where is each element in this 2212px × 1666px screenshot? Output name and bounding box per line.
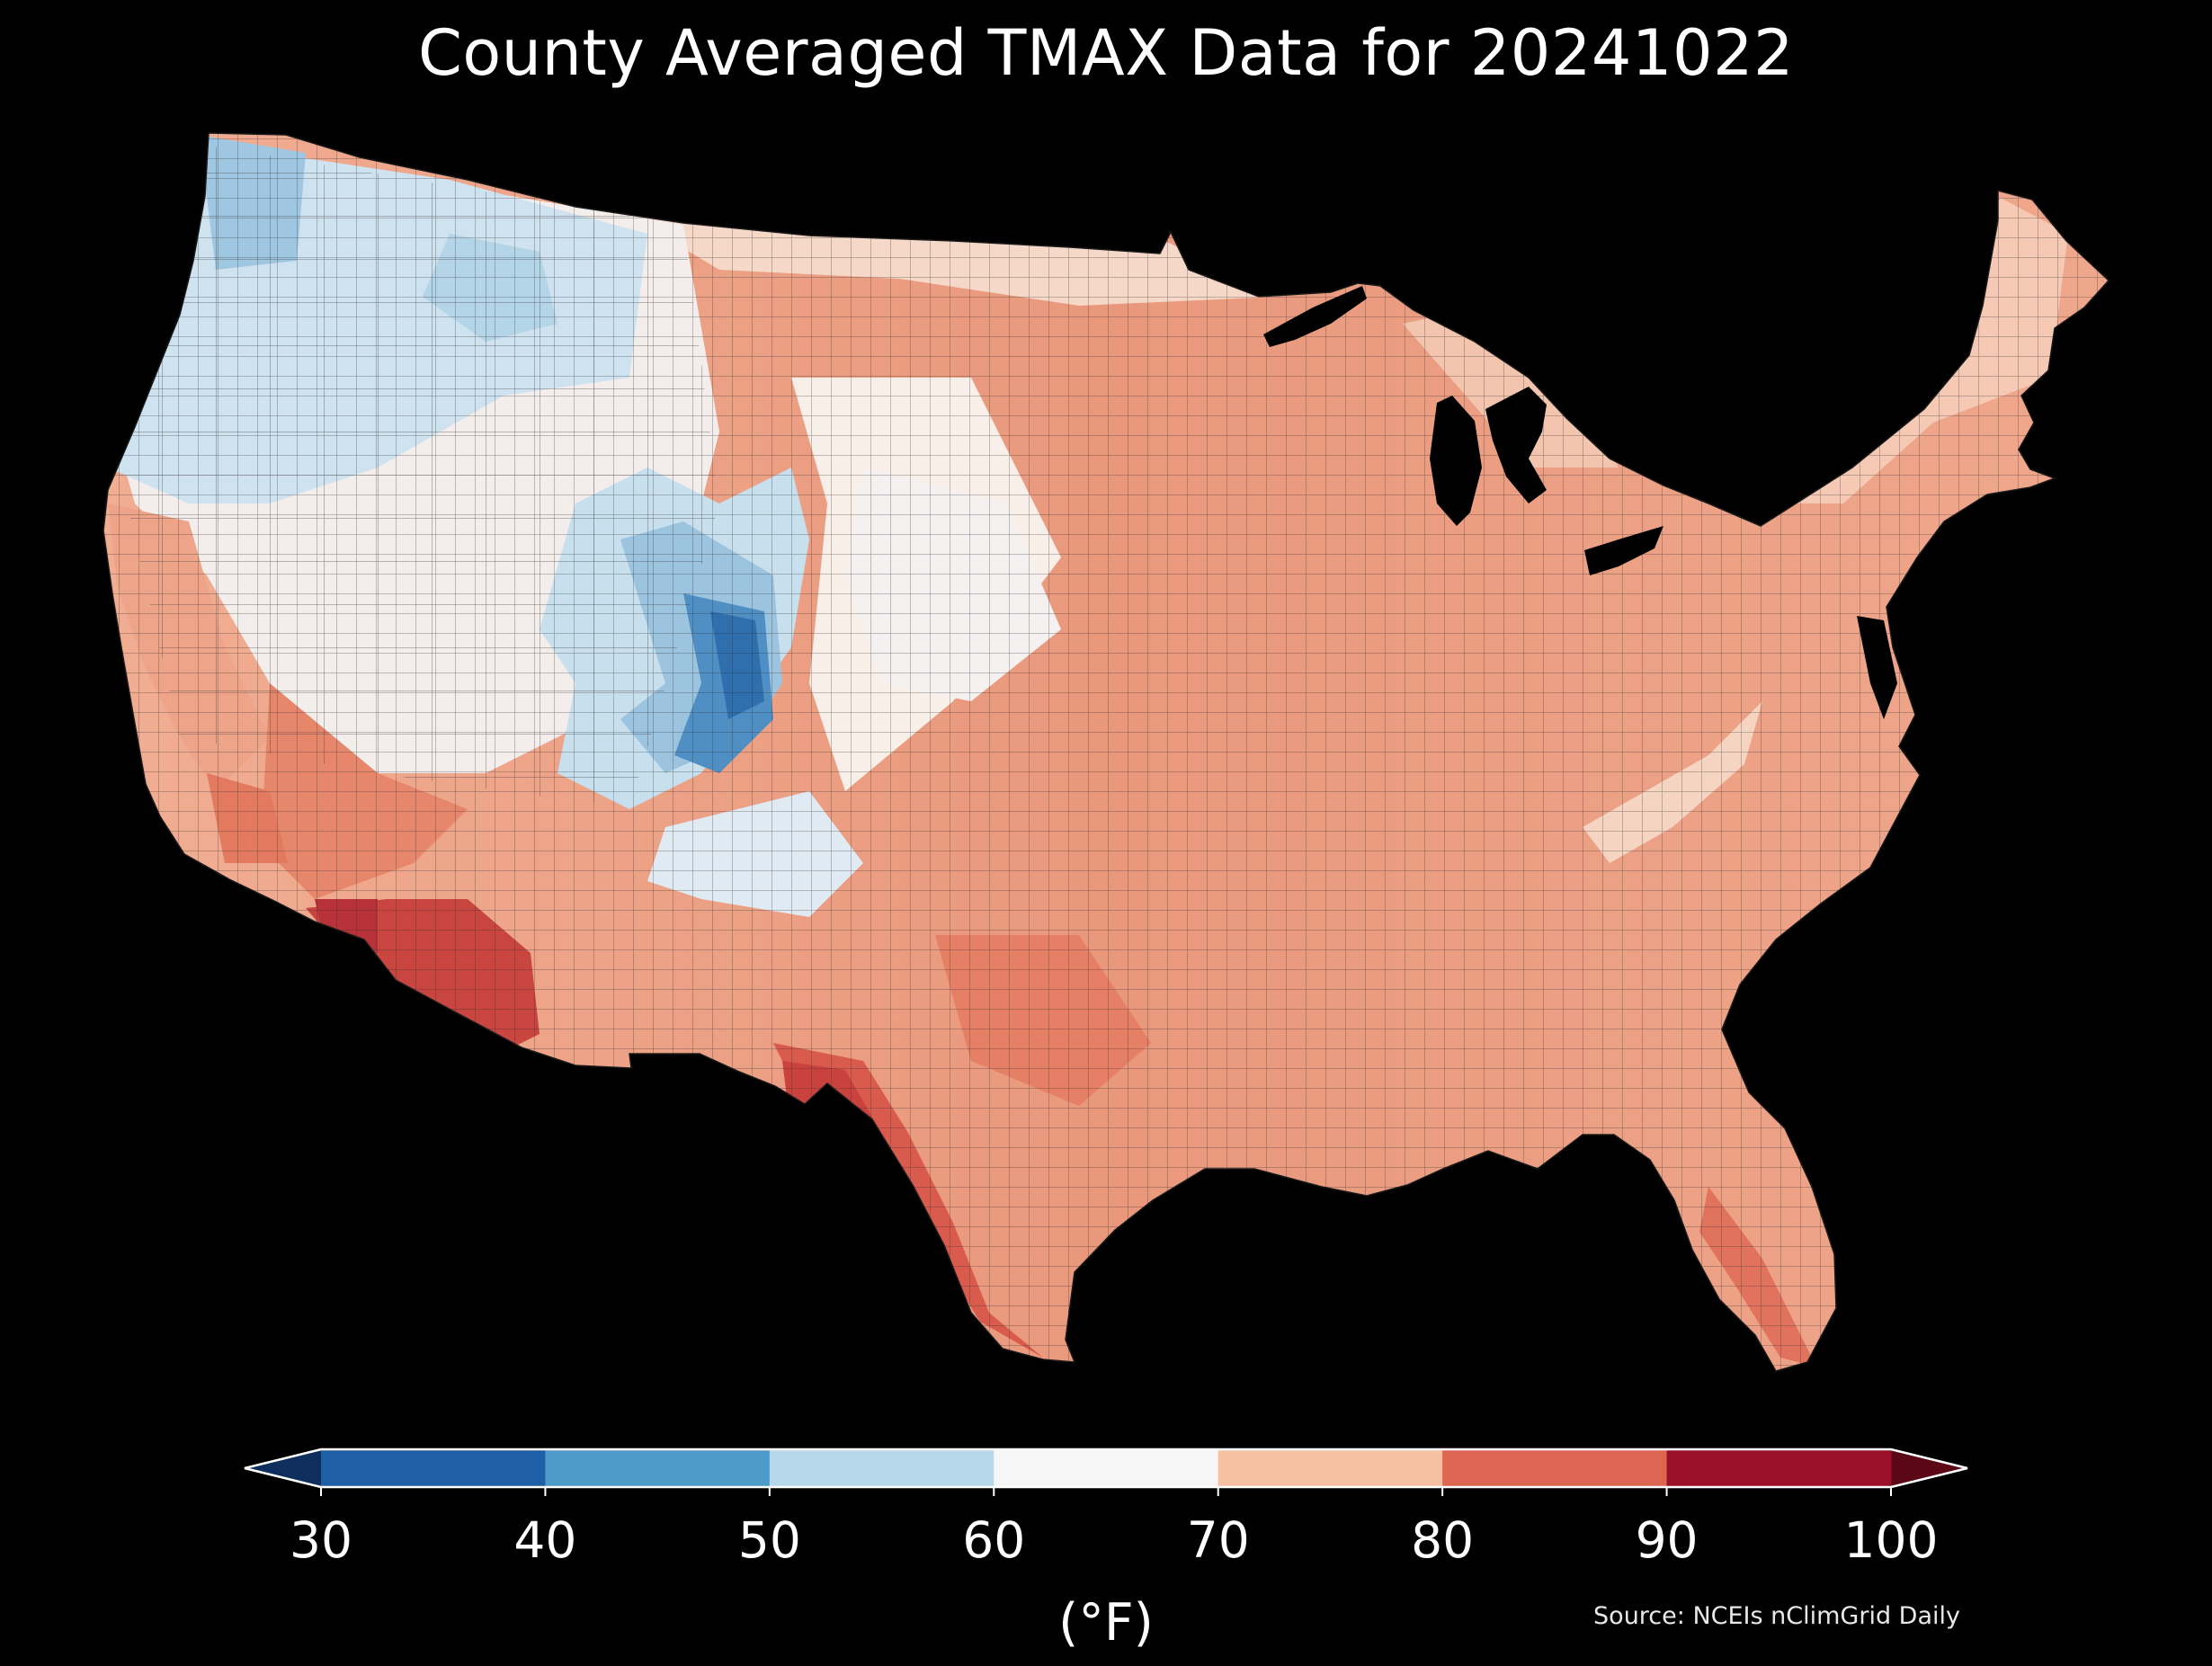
map-title: County Averaged TMAX Data for 20241022 [417,16,1795,90]
colorbar-bin [994,1449,1219,1487]
colorbar-bin [769,1449,995,1487]
colorbar-tick-label: 90 [1636,1511,1699,1569]
colorbar-bin [545,1449,771,1487]
colorbar-tick-label: 40 [513,1511,576,1569]
colorbar-unit-label: (°F) [1058,1593,1154,1653]
colorbar-tick-label: 50 [738,1511,801,1569]
colorbar-bin [321,1449,546,1487]
colorbar-tick-label: 80 [1411,1511,1474,1569]
colorbar-extend-high [1891,1449,1967,1487]
colorbar-tick-label: 70 [1187,1511,1250,1569]
colorbar-bin [1217,1449,1443,1487]
colorbar: 30 40 50 60 70 80 90 100 (°F) [244,1448,1968,1653]
colorbar-tick-label: 100 [1844,1511,1939,1569]
colorbar-tick-label: 30 [290,1511,352,1569]
colorbar-extend-low [245,1449,321,1487]
colorbar-tick-label: 60 [962,1511,1025,1569]
great-lakes [1263,286,1897,719]
colorbar-bin [1442,1449,1668,1487]
colorbar-bin [1666,1449,1892,1487]
us-outline [103,132,2110,1372]
source-note: Source: NCEIs nClimGrid Daily [1593,1602,1960,1630]
